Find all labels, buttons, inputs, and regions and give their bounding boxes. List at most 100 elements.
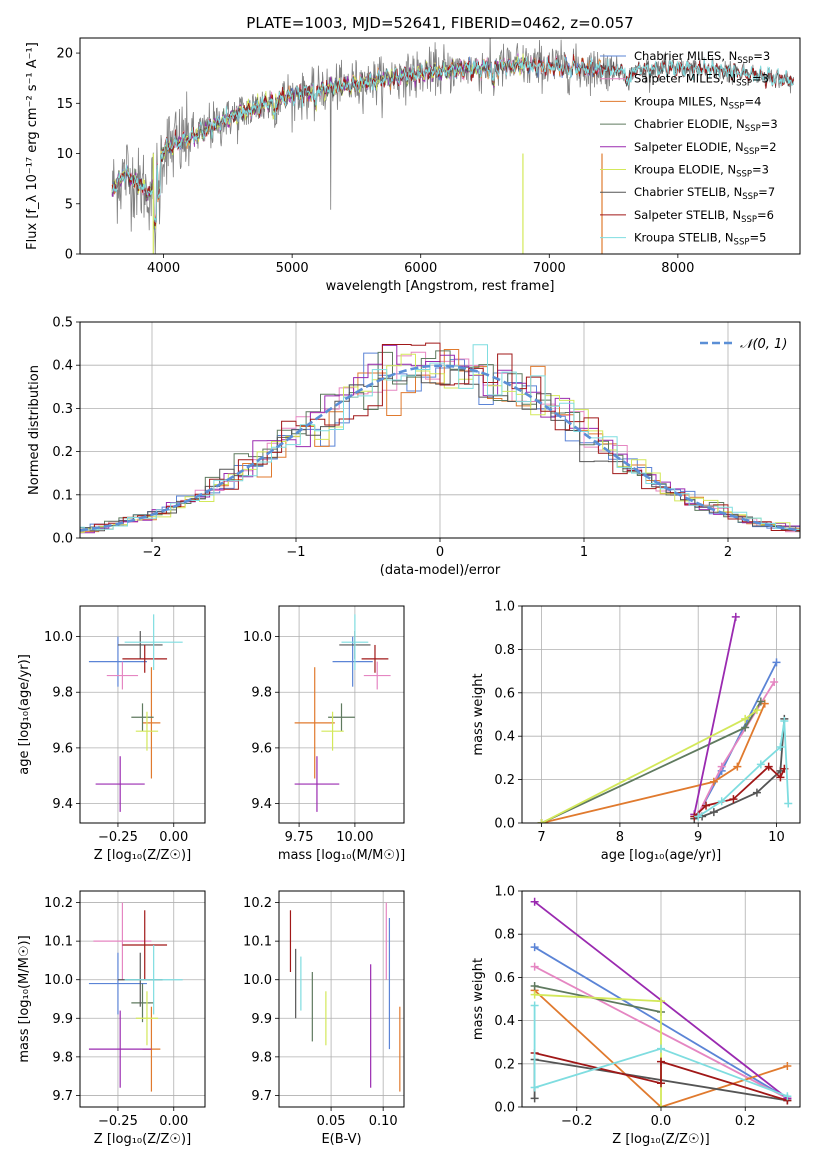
weight-point-marker	[657, 1057, 665, 1066]
plot-area-weight-vs-age	[537, 612, 793, 823]
y-axis-label: mass weight	[471, 673, 486, 755]
legend-model-name: Chabrier ELODIE	[634, 117, 729, 131]
y-tick-label: 9.7	[251, 1089, 272, 1104]
y-tick-label: 0.4	[52, 359, 73, 374]
x-tick-label: 7000	[533, 261, 566, 276]
legend-label: Chabrier STELIB, NSSP=7	[634, 185, 775, 202]
legend-label: Kroupa MILES, NSSP=4	[634, 94, 761, 111]
legend-label: 𝒩(0, 1)	[740, 337, 787, 352]
weight-point-marker	[780, 717, 789, 726]
weight-series-line	[534, 985, 662, 1013]
y-tick-label: 9.8	[52, 686, 73, 701]
y-tick-label: 0.4	[494, 730, 515, 745]
x-tick-label: 0	[436, 545, 444, 560]
legend-nssp-prefix: , N	[726, 185, 742, 199]
legend-model-name: Chabrier MILES	[634, 49, 721, 63]
legend-nssp-prefix: , N	[718, 231, 734, 245]
x-tick-label: −2	[142, 545, 161, 560]
axes-age-vs-Z: −0.25 0.00 9.4 9.6 9.8 10.0 Z [log₁₀(Z/Z☉)] age…	[17, 605, 206, 863]
x-axis-label: (data-model)/error	[380, 563, 501, 578]
y-tick-label: 0.8	[494, 643, 515, 658]
legend-model-name: Salpeter ELODIE	[634, 140, 728, 154]
x-axis-label: Z [log₁₀(Z/Z☉)]	[94, 848, 191, 863]
x-tick-label: 10	[768, 830, 785, 845]
axes-mass-vs-ebv: 0.05 0.10 9.7 9.8 9.9 10.0 10.1 10.2 E(B-V)	[243, 890, 405, 1147]
legend-nssp-prefix: , N	[725, 208, 741, 222]
legend-nssp-eq: =	[749, 231, 759, 245]
weight-point-marker	[776, 773, 785, 782]
legend-nssp-value: 3	[763, 49, 770, 63]
y-tick-label: 0.0	[52, 532, 73, 547]
weight-point-marker	[717, 762, 726, 771]
weight-point-marker	[772, 658, 781, 667]
weight-point-marker	[756, 697, 765, 706]
x-tick-label: 10.00	[336, 830, 373, 845]
weight-point-marker	[709, 777, 718, 786]
legend-label: Salpeter ELODIE, NSSP=2	[634, 140, 777, 157]
legend-nssp-prefix: , N	[728, 140, 744, 154]
x-tick-label: 8	[616, 830, 624, 845]
weight-point-marker	[784, 799, 793, 808]
y-tick-label: 0.2	[52, 445, 73, 460]
legend-nssp-eq: =	[761, 117, 771, 131]
y-tick-label: 10.0	[44, 973, 73, 988]
x-tick-label: 0.0	[651, 1114, 672, 1129]
weight-point-marker	[764, 762, 773, 771]
weight-series-line	[693, 616, 737, 815]
weight-point-marker	[530, 962, 539, 971]
weight-point-marker	[729, 795, 738, 804]
x-tick-label: 5000	[276, 261, 309, 276]
legend-nssp-value: 3	[762, 163, 769, 177]
x-axis-label: wavelength [Angstrom, rest frame]	[326, 279, 555, 294]
legend-label: Salpeter STELIB, NSSP=6	[634, 208, 774, 225]
axes-frame	[521, 890, 801, 1108]
axes-frame	[79, 321, 801, 539]
y-tick-label: 0.0	[494, 1101, 515, 1116]
weight-series-line	[541, 703, 766, 823]
weight-point-marker	[657, 997, 665, 1006]
legend-model-name: Kroupa STELIB	[634, 231, 718, 245]
y-tick-label: 10.0	[44, 630, 73, 645]
legend-nssp-subscript: SSP	[741, 215, 757, 225]
weight-series-line	[697, 720, 790, 818]
y-tick-label: 9.8	[52, 1050, 73, 1065]
y-tick-label: 0.2	[494, 773, 515, 788]
legend-model-name: Salpeter MILES	[634, 72, 720, 86]
weight-point-marker	[733, 762, 742, 771]
axes-frame	[521, 605, 801, 824]
x-tick-label: −1	[286, 545, 305, 560]
x-tick-label: 6000	[404, 261, 437, 276]
axes-residuals: −2 −1 0 1 2 0.0 0.1 0.2 0.3 0.4 0.5 (data-model)/er…	[27, 316, 801, 578]
legend-model-name: Kroupa ELODIE	[634, 163, 720, 177]
x-tick-label: 9.75	[285, 830, 314, 845]
axes-mass-vs-Z: −0.25 0.00 9.7 9.8 9.9 10.0 10.1 10.2 Z [log₁₀(Z…	[17, 890, 206, 1147]
legend-nssp-eq: =	[752, 72, 762, 86]
y-tick-label: 9.6	[251, 741, 272, 756]
y-tick-label: 9.4	[52, 797, 73, 812]
legend-nssp-subscript: SSP	[736, 79, 752, 89]
axes-frame	[278, 605, 405, 824]
weight-point-marker	[770, 677, 779, 686]
weight-point-marker	[752, 788, 761, 797]
y-tick-label: 20	[56, 47, 73, 62]
legend-label: Chabrier ELODIE, NSSP=3	[634, 117, 778, 134]
axes-weight-vs-age: 7 8 9 10 0.0 0.2 0.4 0.6 0.8 1.0 age [log₁₀(age/yr…	[471, 600, 801, 863]
weight-series-line	[533, 1005, 788, 1098]
legend-nssp-value: 7	[768, 185, 775, 199]
weight-point-marker	[756, 760, 765, 769]
weight-point-marker	[657, 1044, 665, 1053]
legend-nssp-prefix: , N	[729, 117, 745, 131]
legend-model-name: Salpeter STELIB	[634, 208, 725, 222]
legend-nssp-subscript: SSP	[729, 101, 745, 111]
histogram-step	[80, 344, 800, 531]
y-tick-label: 9.9	[52, 1012, 73, 1027]
weight-series-line	[693, 765, 786, 818]
histogram-step	[80, 342, 800, 535]
legend-label: Kroupa STELIB, NSSP=5	[634, 231, 766, 248]
x-axis-label: Z [log₁₀(Z/Z☉)]	[612, 1132, 709, 1147]
y-tick-label: 0.6	[494, 686, 515, 701]
y-axis-label: mass weight	[471, 958, 486, 1040]
y-tick-label: 0	[65, 248, 73, 263]
normal-reference-curve	[80, 364, 800, 532]
axes-age-vs-mass: 9.75 10.00 9.4 9.6 9.8 10.0 mass [log₁₀(M/M☉)]	[243, 605, 405, 863]
